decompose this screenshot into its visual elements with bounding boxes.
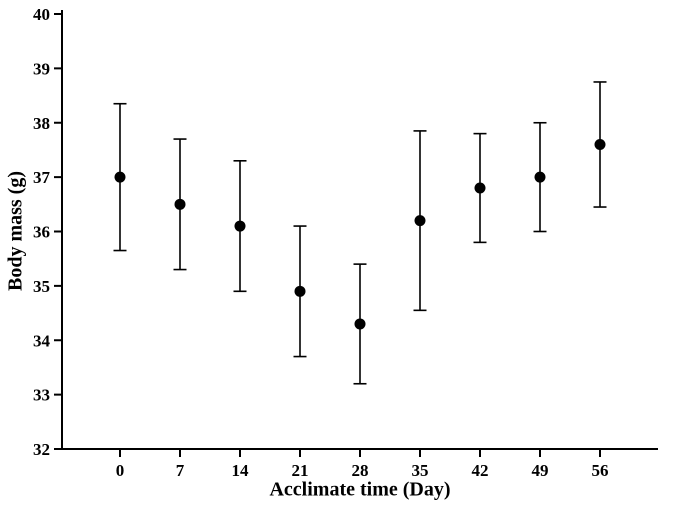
y-tick-label: 32 [33, 440, 50, 459]
data-point [534, 171, 546, 183]
y-axis-ticks: 32 33 34 35 36 37 38 39 40 [33, 5, 62, 459]
data-point [474, 182, 486, 194]
x-tick-label: 42 [472, 461, 489, 480]
data-point-group [413, 130, 427, 312]
data-series [113, 81, 607, 385]
x-tick-label: 14 [232, 461, 250, 480]
y-tick-label: 34 [33, 331, 51, 350]
data-point [234, 220, 246, 232]
y-tick-label: 39 [33, 59, 50, 78]
data-point-group [113, 102, 127, 252]
x-axis-label: Acclimate time (Day) [269, 478, 451, 501]
data-point-group [473, 132, 487, 244]
y-tick-label: 38 [33, 114, 50, 133]
y-tick-label: 33 [33, 386, 50, 405]
x-tick-label: 35 [412, 461, 429, 480]
data-point [294, 285, 306, 297]
y-tick-label: 36 [33, 223, 50, 242]
data-point-group [593, 81, 607, 208]
data-point [594, 139, 606, 150]
y-axis-label: Body mass (g) [4, 170, 27, 292]
data-point [174, 198, 186, 210]
data-point-group [533, 121, 547, 233]
data-point-group [233, 160, 247, 293]
x-tick-label: 56 [592, 461, 609, 480]
x-tick-label: 49 [532, 461, 549, 480]
x-tick-label: 0 [116, 461, 125, 480]
data-point [414, 215, 426, 227]
y-tick-label: 37 [33, 168, 51, 187]
data-point [354, 318, 366, 330]
x-axis-ticks: 0 7 14 21 28 35 42 49 56 [116, 449, 609, 480]
data-point [114, 171, 126, 183]
data-point-group [173, 138, 187, 271]
y-tick-label: 40 [33, 5, 50, 24]
data-point-group [293, 225, 307, 358]
x-tick-label: 28 [352, 461, 369, 480]
x-tick-label: 7 [176, 461, 185, 480]
y-tick-label: 35 [33, 277, 50, 296]
x-tick-label: 21 [292, 461, 309, 480]
data-point-group [353, 263, 367, 385]
